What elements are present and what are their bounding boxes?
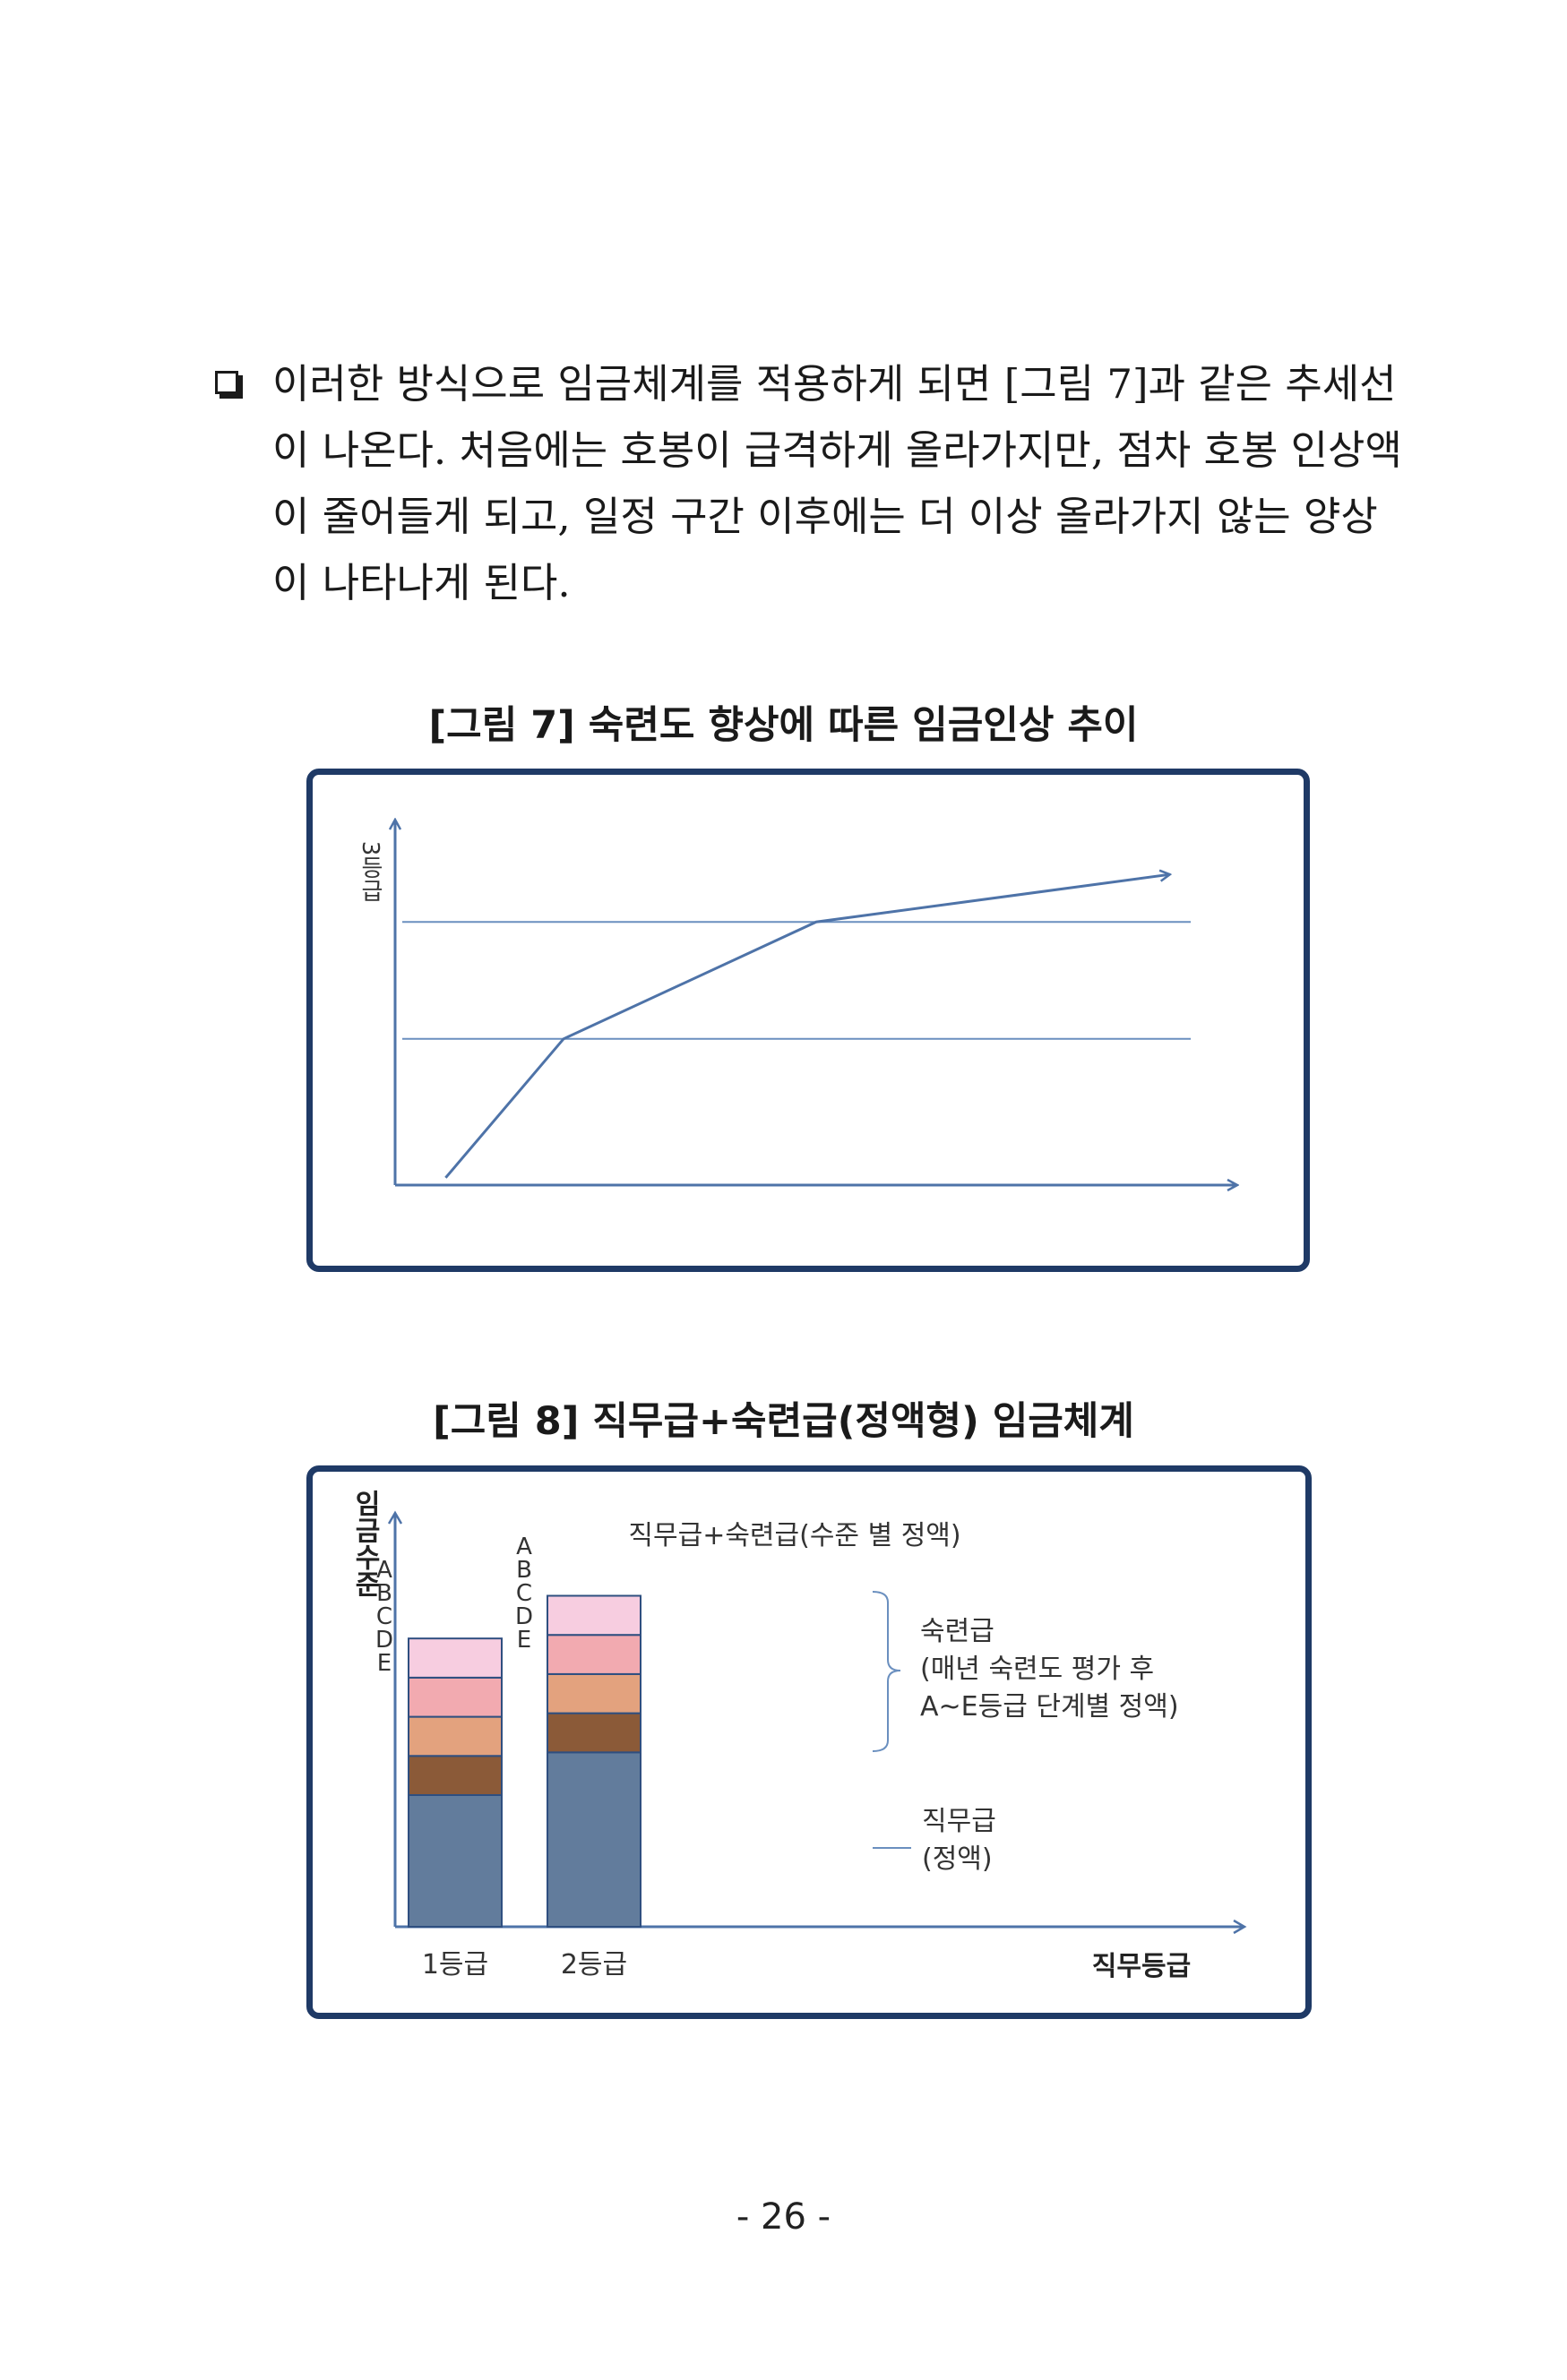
grade-letter: D	[375, 1627, 393, 1654]
grade-letter: C	[376, 1603, 392, 1630]
bar-segment	[547, 1672, 641, 1714]
job-pay-note: (정액)	[922, 1843, 993, 1875]
grade-letter: E	[377, 1650, 392, 1677]
grade-letter: D	[515, 1603, 533, 1630]
paragraph-line: 이 나타나게 된다.	[272, 559, 571, 606]
figure7-chart: 3등급	[357, 775, 1304, 1266]
bar-segment	[408, 1793, 503, 1929]
figure8-caption: [그림 8] 직무급+숙련급(정액형) 임금체계	[433, 1399, 1134, 1444]
grade-letter: B	[376, 1580, 392, 1607]
skill-pay-note: (매년 숙련도 평가 후	[920, 1654, 1154, 1685]
bar-segment	[547, 1751, 641, 1928]
checkbox-bullet-icon	[215, 371, 243, 399]
bar-segment	[408, 1637, 503, 1679]
figure7-caption: [그림 7] 숙련도 향상에 따른 임금인상 추이	[428, 703, 1139, 748]
skill-pay-brace	[872, 1591, 901, 1752]
figure7-frame: 3등급	[306, 769, 1310, 1272]
bar-segment	[547, 1594, 641, 1637]
paragraph-line: 이 나온다. 처음에는 호봉이 급격하게 올라가지만, 점차 호봉 인상액	[272, 426, 1402, 474]
bar-segment	[408, 1715, 503, 1757]
body-paragraph: 이러한 방식으로 임금체계를 적용하게 되면 [그림 7]과 같은 추세선 이 …	[215, 351, 1402, 616]
bar-segment	[408, 1755, 503, 1796]
x-axis-label: 직무등급	[1092, 1951, 1191, 1982]
category-label: 2등급	[561, 1949, 627, 1980]
y-axis-label: 3등급	[357, 841, 383, 903]
page-number: - 26 -	[736, 2196, 831, 2238]
skill-pay-title: 숙련급	[920, 1616, 994, 1647]
paragraph-line: 이러한 방식으로 임금체계를 적용하게 되면 [그림 7]과 같은 추세선	[215, 351, 1397, 417]
skill-pay-note: A~E등급 단계별 정액)	[920, 1691, 1179, 1723]
bar-segment	[547, 1634, 641, 1675]
category-label: 1등급	[422, 1949, 488, 1980]
job-pay-title: 직무급	[922, 1806, 996, 1837]
bar-segment	[408, 1676, 503, 1718]
trend-line	[444, 874, 1169, 1179]
grade-letter: B	[516, 1557, 532, 1584]
chart-subtitle: 직무급+숙련급(수준 별 정액)	[628, 1520, 960, 1551]
bar-segment	[547, 1712, 641, 1754]
paragraph-line: 이 줄어들게 되고, 일정 구간 이후에는 더 이상 올라가지 않는 양상	[272, 493, 1378, 540]
grade-letter: A	[516, 1534, 532, 1560]
grade-letter: A	[376, 1557, 392, 1584]
grade-letter: E	[517, 1627, 531, 1654]
y-axis-label: 임금수준	[349, 1490, 381, 1597]
grade-letter: C	[516, 1580, 532, 1607]
